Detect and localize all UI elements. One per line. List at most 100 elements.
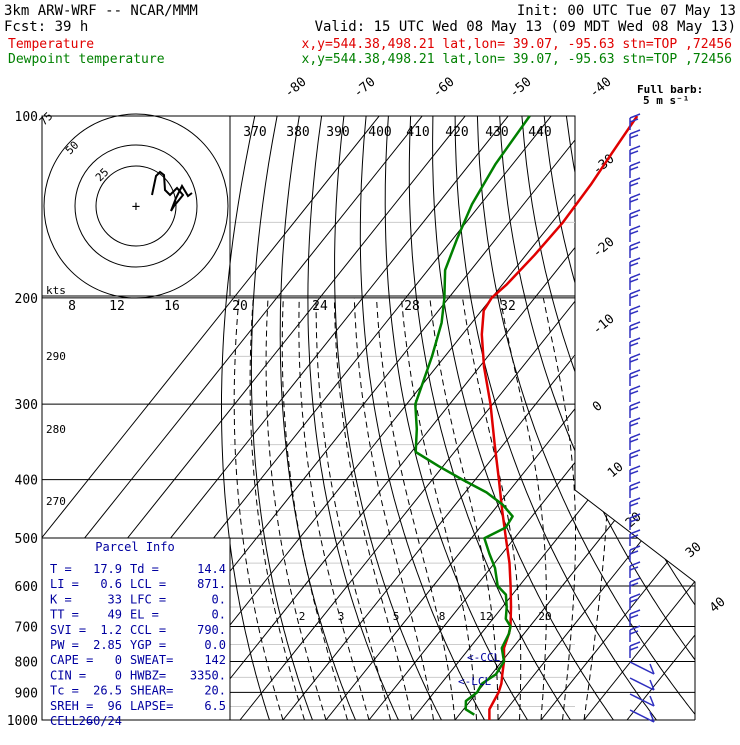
dry-adiabat-380 — [566, 116, 740, 733]
parcel-row-6-cell-2: SWEAT= — [130, 653, 173, 667]
moist-adiabat-40 — [584, 298, 608, 720]
isotherm--30 — [283, 116, 740, 720]
hodograph-ring-label-75: 75 — [37, 110, 56, 129]
forecast-hour: Fcst: 39 h — [4, 19, 88, 35]
dry-adiabats — [222, 116, 740, 733]
moist-adiabat-10 — [377, 298, 456, 720]
isotherm--40 — [240, 116, 723, 720]
hodograph-crosshair: + — [132, 199, 140, 215]
temperature-location: x,y=544.38,498.21 lat,lon= 39.07, -95.63… — [302, 37, 732, 52]
dry-adiabat-430 — [678, 116, 740, 733]
parcel-row-7-cell-0: CIN = — [50, 668, 86, 682]
wind-barb — [630, 370, 640, 386]
wind-barb — [630, 354, 640, 370]
wind-barb — [630, 662, 654, 674]
pressure-label-800: 800 — [15, 655, 38, 670]
moist-adiabat--20 — [266, 298, 326, 720]
isotherm-label--80: -80 — [282, 74, 310, 101]
init-time: Init: 00 UTC Tue 07 May 13 — [517, 3, 736, 19]
moist-adiabat-0 — [334, 298, 412, 720]
theta-left-label-270: 270 — [46, 495, 66, 508]
isotherm-label-10: 10 — [605, 460, 627, 482]
parcel-row-5-cell-0: PW = — [50, 638, 79, 652]
ccl-annotation: <-CCL — [467, 651, 500, 664]
pressure-label-100: 100 — [15, 110, 38, 125]
parcel-row-8-cell-0: Tc = — [50, 684, 79, 698]
parcel-row-3-cell-2: EL = — [130, 608, 159, 622]
pressure-label-200: 200 — [15, 292, 38, 307]
wind-barb — [630, 386, 640, 402]
parcel-row-7-cell-1: 0 — [115, 668, 122, 682]
mixing-ratio-label-12: 12 — [109, 299, 125, 314]
lcl-annotation: <-LCL — [458, 675, 491, 688]
pressure-label-900: 900 — [15, 686, 38, 701]
mixing-ratio-low-label-5: 5 — [393, 610, 400, 623]
wind-barb — [630, 114, 640, 130]
theta-label-370: 370 — [243, 125, 266, 140]
isotherm-label--10: -10 — [590, 311, 618, 338]
parcel-row-2-cell-0: K = — [50, 592, 72, 606]
pressure-label-600: 600 — [15, 580, 38, 595]
pressure-label-1000: 1000 — [7, 714, 38, 729]
mixing-ratio-low-label-2: 2 — [299, 610, 306, 623]
parcel-row-4-cell-1: 1.2 — [100, 623, 122, 637]
isotherm-50 — [627, 116, 740, 720]
mixing-ratio-label-28: 28 — [404, 299, 420, 314]
wind-barb — [630, 290, 640, 306]
theta-label-410: 410 — [406, 125, 429, 140]
wind-barb — [630, 626, 640, 642]
parcel-row-2-cell-1: 33 — [108, 592, 122, 606]
dry-adiabat-390 — [589, 116, 740, 733]
moist-adiabat--30 — [234, 298, 283, 720]
parcel-row-0-cell-2: Td = — [130, 562, 159, 576]
parcel-row-8-cell-1: 26.5 — [93, 684, 122, 698]
parcel-row-4-cell-2: CCL = — [130, 623, 166, 637]
wind-barb — [630, 306, 640, 322]
parcel-row-10-cell-1: 260/24 — [79, 714, 122, 728]
parcel-row-3-cell-1: 49 — [108, 608, 122, 622]
hodograph-trace — [152, 172, 192, 211]
isotherm-label-30: 30 — [683, 540, 705, 562]
mixing-ratio-low-label-8: 8 — [439, 610, 446, 623]
hodograph: + 25 50 75 kts — [37, 110, 230, 298]
hodograph-units: kts — [46, 284, 66, 297]
parcel-row-7-cell-2: HWBZ= — [130, 668, 166, 682]
pressure-label-700: 700 — [15, 620, 38, 635]
moist-adiabat--5 — [316, 298, 390, 720]
mixing-ratio-label-24: 24 — [312, 299, 328, 314]
pressure-label-400: 400 — [15, 474, 38, 489]
mixing-ratio-low-label-3: 3 — [338, 610, 345, 623]
parcel-row-6-cell-3: 142 — [204, 653, 226, 667]
dry-adiabat-410 — [633, 116, 740, 733]
wind-barb — [630, 210, 640, 226]
parcel-row-8-cell-3: 20. — [204, 684, 226, 698]
wind-barbs — [630, 114, 654, 722]
model-title: 3km ARW-WRF -- NCAR/MMM — [4, 3, 198, 19]
isotherm-label-40: 40 — [707, 595, 729, 617]
parcel-row-5-cell-2: YGP = — [130, 638, 166, 652]
parcel-row-4-cell-0: SVI = — [50, 623, 86, 637]
mixing-ratio-label-16: 16 — [164, 299, 180, 314]
wind-barb — [630, 418, 640, 434]
parcel-row-7-cell-3: 3350. — [190, 668, 226, 682]
dewpoint-legend: Dewpoint temperature — [8, 52, 165, 67]
wind-barb — [630, 194, 640, 210]
parcel-info-title: Parcel Info — [95, 540, 174, 554]
isotherm-label--70: -70 — [351, 74, 379, 101]
wind-barb — [630, 610, 640, 626]
wind-barb — [630, 274, 640, 290]
wind-barb — [630, 434, 640, 450]
dry-adiabat-350 — [500, 116, 740, 733]
parcel-row-9-cell-0: SREH = — [50, 699, 93, 713]
isotherm-label--50: -50 — [507, 74, 535, 101]
wind-barb — [630, 162, 640, 178]
isotherm-label-0: 0 — [590, 399, 606, 416]
hodograph-ring-label-50: 50 — [63, 139, 82, 158]
parcel-row-0-cell-1: 17.9 — [93, 562, 122, 576]
theta-label-380: 380 — [286, 125, 309, 140]
moist-adiabat--25 — [250, 298, 304, 720]
parcel-row-1-cell-1: 0.6 — [100, 577, 122, 591]
theta-label-400: 400 — [368, 125, 391, 140]
